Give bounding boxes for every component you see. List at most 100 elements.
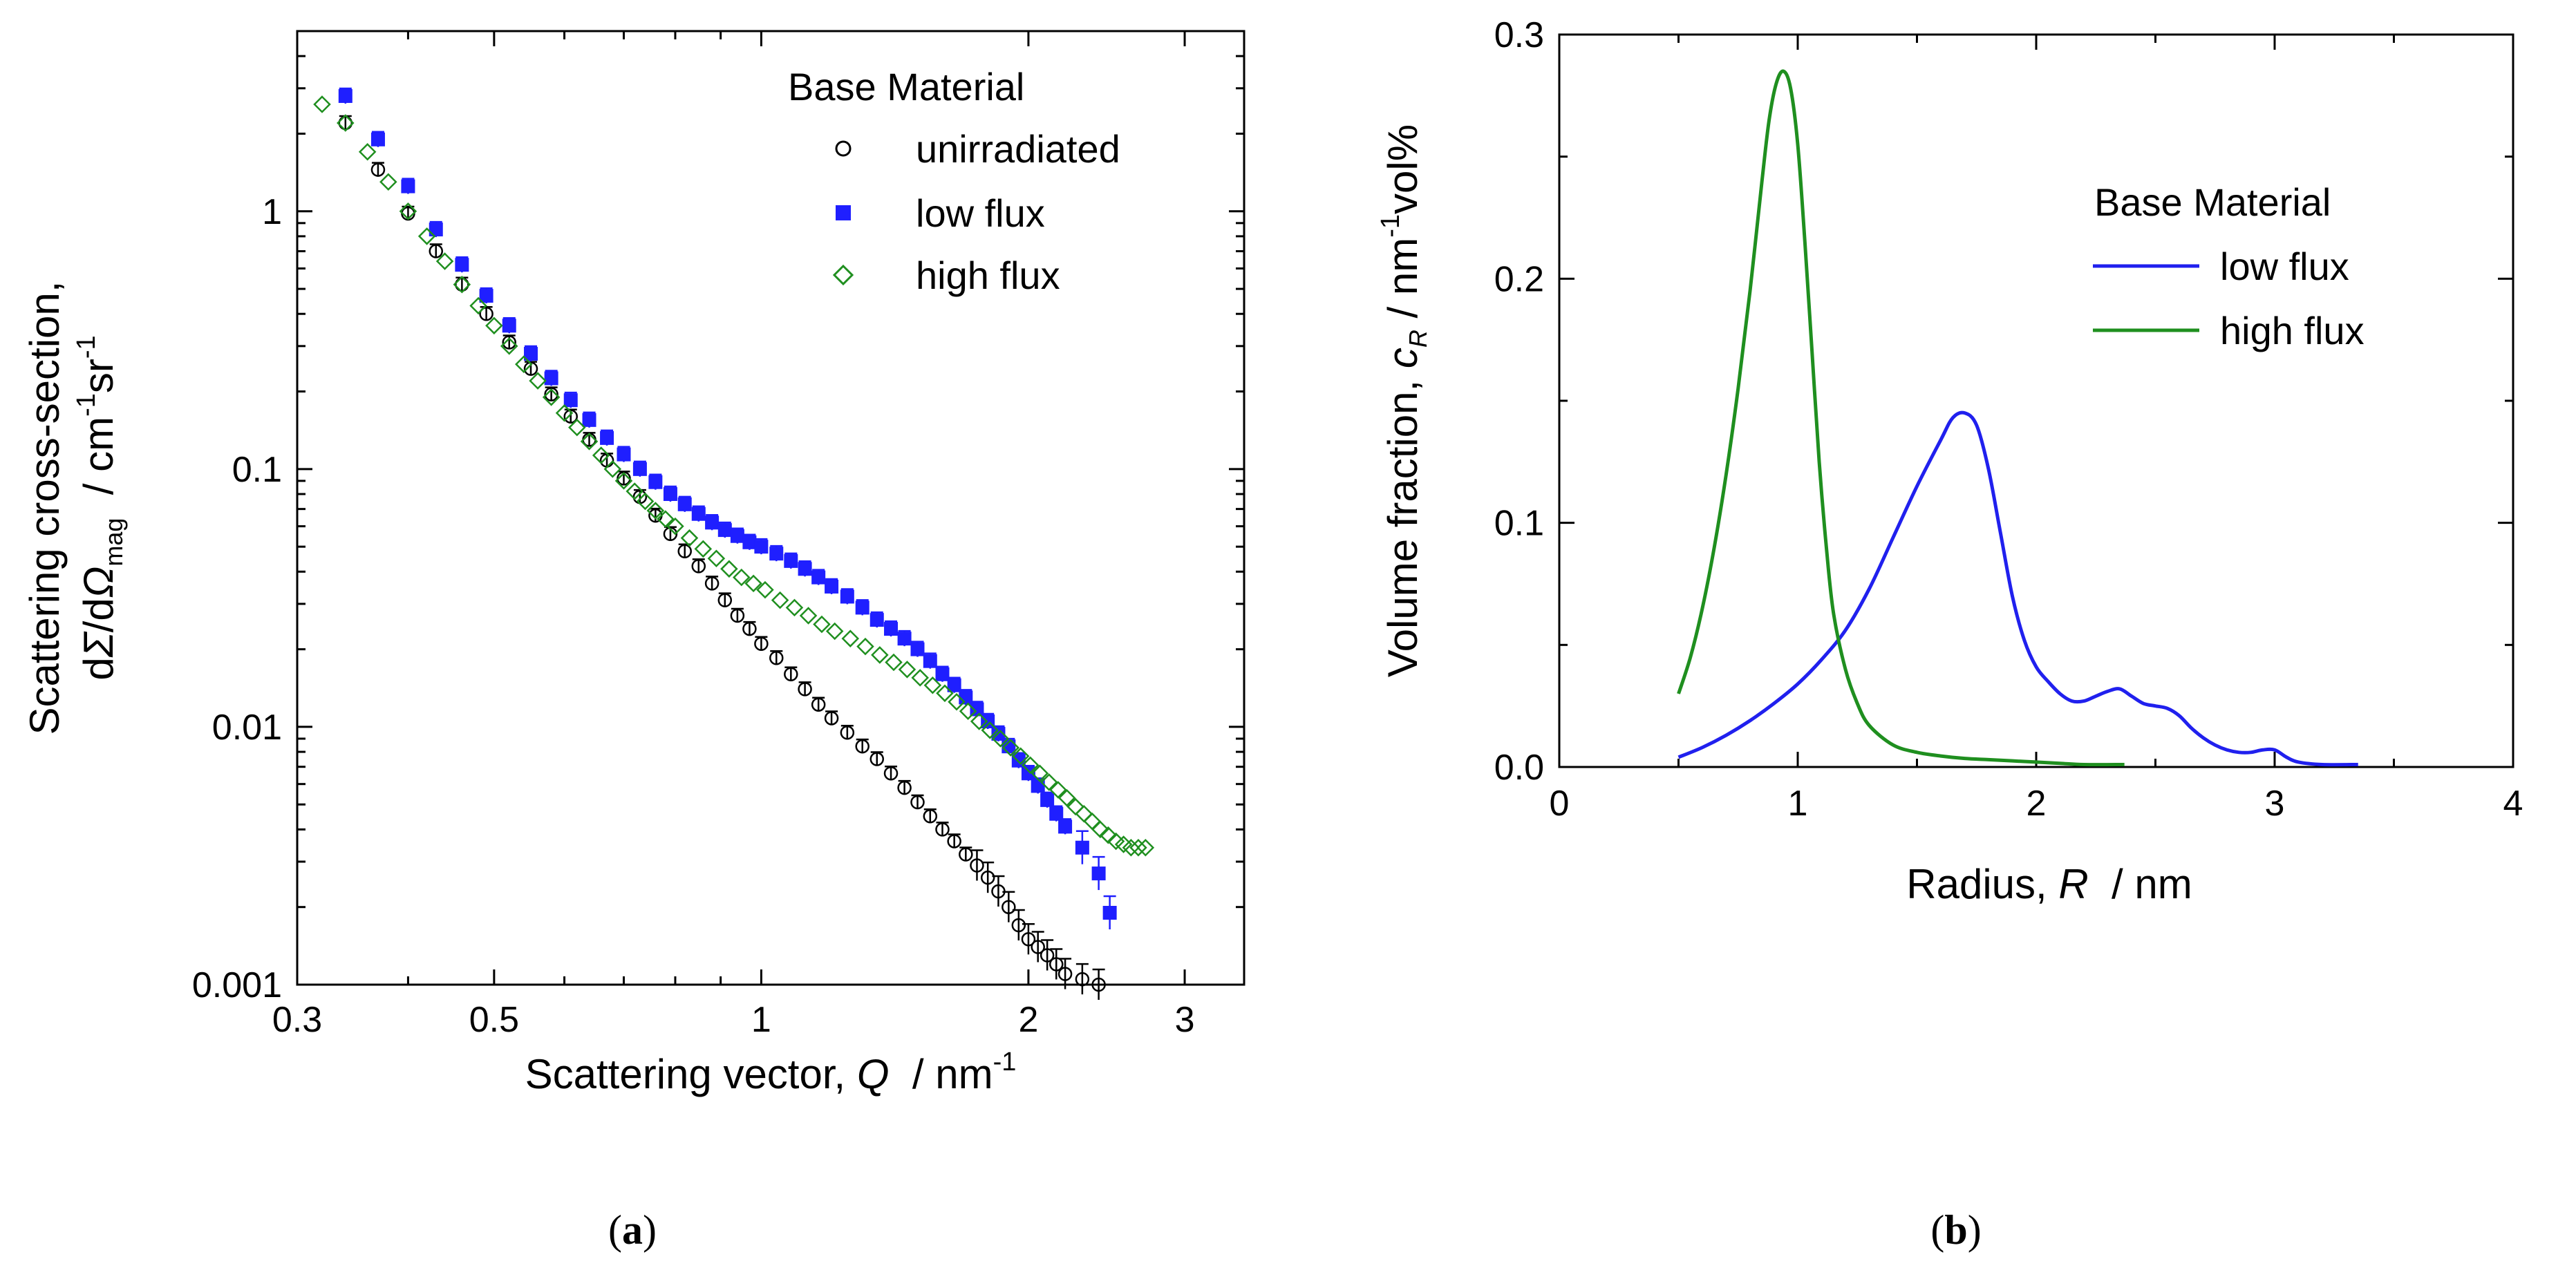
- panel-b-ticks: [1558, 33, 2514, 768]
- a-point-high-flux: [771, 591, 789, 609]
- a-point-low-flux: [754, 540, 769, 554]
- a-point-unirradiated: [1011, 918, 1026, 933]
- a-point-low-flux: [825, 579, 839, 594]
- a-point-unirradiated: [429, 244, 444, 258]
- a-point-high-flux: [542, 388, 561, 406]
- a-ytick-label: 0.1: [232, 450, 282, 490]
- a-point-unirradiated: [980, 870, 995, 885]
- a-point-unirradiated: [691, 559, 706, 574]
- a-point-high-flux: [1049, 781, 1067, 799]
- a-point-low-flux: [544, 371, 558, 386]
- a-point-low-flux: [401, 179, 415, 193]
- a-point-low-flux: [632, 462, 647, 476]
- a-point-unirradiated: [824, 711, 839, 726]
- b-curve-low-flux: [1677, 410, 2358, 767]
- a-point-low-flux: [869, 613, 884, 627]
- a-point-low-flux: [479, 289, 493, 303]
- legend-label-low-flux: low flux: [916, 191, 1045, 235]
- a-point-unirradiated: [1031, 940, 1045, 954]
- a-point-low-flux: [455, 258, 469, 272]
- a-point-unirradiated: [1075, 972, 1090, 987]
- a-point-unirradiated: [544, 387, 558, 401]
- a-point-low-flux: [717, 523, 732, 538]
- b-xtick-label: 4: [2503, 784, 2523, 824]
- a-point-high-flux: [707, 549, 726, 567]
- a-point-low-flux: [648, 475, 663, 489]
- a-point-high-flux: [453, 275, 471, 294]
- a-point-low-flux: [730, 529, 744, 543]
- a-point-high-flux: [636, 492, 655, 511]
- legend-marker-high-flux: [832, 264, 854, 286]
- a-point-high-flux: [1066, 797, 1084, 816]
- a-point-high-flux: [1040, 773, 1058, 791]
- panel-b-x-label: Radius, R / nm: [1906, 861, 2192, 907]
- a-point-unirradiated: [717, 593, 733, 607]
- a-point-unirradiated: [563, 409, 579, 424]
- legend-label-high-flux: high flux: [916, 254, 1060, 297]
- a-xtick-label: 0.5: [469, 1000, 519, 1040]
- a-point-low-flux: [691, 506, 706, 521]
- a-point-high-flux: [657, 510, 675, 528]
- a-point-high-flux: [614, 472, 633, 490]
- a-point-low-flux: [1021, 766, 1035, 781]
- b-xtick-label: 0: [1550, 784, 1570, 824]
- a-point-high-flux: [358, 143, 377, 161]
- a-point-low-flux: [784, 553, 798, 568]
- a-point-low-flux: [502, 319, 516, 333]
- a-point-high-flux: [592, 446, 610, 464]
- a-point-unirradiated: [959, 847, 973, 862]
- a-point-low-flux: [742, 535, 757, 549]
- a-point-unirradiated: [338, 115, 353, 131]
- a-point-high-flux: [1021, 756, 1040, 775]
- a-point-low-flux: [910, 642, 925, 656]
- a-point-low-flux: [923, 654, 937, 668]
- a-point-high-flux: [1011, 747, 1030, 766]
- a-point-high-flux: [1002, 739, 1020, 757]
- a-point-low-flux: [524, 347, 538, 361]
- a-point-low-flux: [663, 487, 677, 502]
- a-point-low-flux: [1040, 793, 1055, 807]
- a-point-low-flux: [840, 589, 854, 604]
- a-ytick-label: 0.01: [212, 708, 282, 748]
- a-point-high-flux: [313, 95, 331, 113]
- a-point-high-flux: [580, 433, 599, 451]
- a-point-low-flux: [705, 515, 720, 530]
- panel-a-tick-labels: 0.3 0.5 1 2 3 0.001 0.01 0.1 1: [192, 192, 1195, 1040]
- a-point-unirradiated: [455, 277, 469, 292]
- a-point-high-flux: [799, 607, 818, 625]
- a-point-unirradiated: [840, 725, 855, 740]
- a-point-high-flux: [841, 629, 860, 647]
- legend-marker-unirradiated: [835, 140, 852, 157]
- a-point-unirradiated: [663, 527, 678, 542]
- a-point-low-flux: [1058, 819, 1073, 834]
- panel-a-caption: (a): [608, 1207, 657, 1253]
- a-point-unirradiated: [855, 739, 869, 754]
- a-point-high-flux: [435, 252, 454, 270]
- a-point-high-flux: [1129, 838, 1147, 857]
- a-point-low-flux: [1049, 806, 1064, 821]
- a-point-unirradiated: [910, 795, 925, 810]
- a-point-high-flux: [785, 598, 804, 617]
- a-point-high-flux: [399, 202, 417, 220]
- panel-a-legend: Base Material unirradiated low flux high…: [788, 65, 1120, 297]
- panel-a-y-label-line1: Scattering cross-section,: [21, 281, 68, 735]
- panel-a-frame: [296, 30, 1245, 986]
- a-point-low-flux: [617, 447, 631, 462]
- a-point-high-flux: [603, 460, 622, 478]
- a-point-low-flux: [811, 570, 826, 585]
- panel-a-y-label: Scattering cross-section, dΣ/dΩmag / cm-…: [21, 281, 128, 735]
- a-point-low-flux: [563, 393, 578, 408]
- b-xtick-label: 1: [1788, 784, 1808, 824]
- a-point-high-flux: [568, 418, 586, 437]
- a-point-unirradiated: [1049, 957, 1064, 972]
- a-point-unirradiated: [677, 544, 692, 559]
- a-point-unirradiated: [883, 766, 899, 781]
- panel-b-y-label-text: Volume fraction, cR / nm-1vol%: [1376, 124, 1432, 677]
- a-point-low-flux: [429, 222, 443, 237]
- a-point-low-flux: [1102, 906, 1117, 920]
- panel-b-legend: Base Material low flux high flux: [2093, 180, 2365, 352]
- b-ytick-label: 0.2: [1494, 259, 1544, 299]
- a-point-unirradiated: [1057, 967, 1073, 981]
- a-point-unirradiated: [1002, 900, 1016, 914]
